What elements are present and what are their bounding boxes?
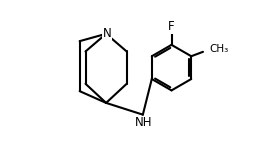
Text: NH: NH xyxy=(135,116,152,129)
Text: N: N xyxy=(102,27,111,40)
Text: CH₃: CH₃ xyxy=(210,44,229,54)
Text: F: F xyxy=(168,20,175,33)
